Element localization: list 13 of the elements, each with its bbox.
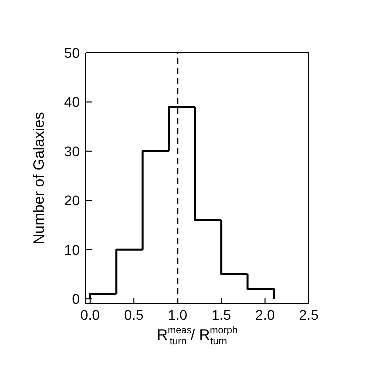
y-tick-label: 40 [64, 94, 80, 110]
x-tick-label: 2.5 [299, 306, 319, 323]
y-tick-label: 30 [64, 143, 80, 160]
x-tick-label: 2.0 [256, 306, 276, 323]
y-axis-title: Number of Galaxies [31, 112, 48, 245]
x-tick-label: 1.5 [212, 306, 232, 323]
y-tick-label: 0 [72, 291, 80, 308]
y-tick-label: 10 [64, 242, 80, 258]
x-tick-label: 0.0 [80, 306, 100, 323]
x-tick-label: 1.0 [168, 306, 188, 323]
x-tick-label: 0.5 [124, 306, 144, 323]
y-tick-label: 20 [64, 192, 80, 209]
y-tick-label: 50 [64, 44, 80, 61]
